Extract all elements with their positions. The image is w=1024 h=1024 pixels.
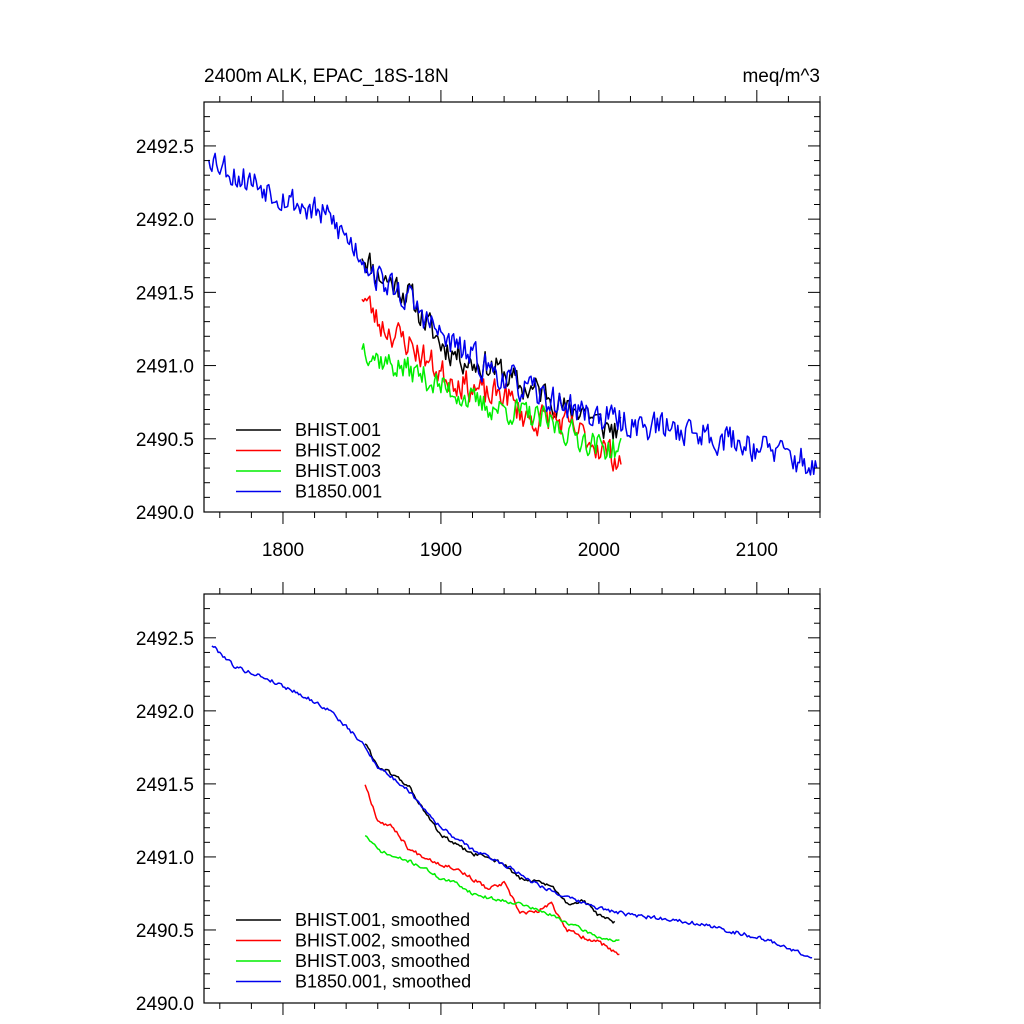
series-line-bhist-002 — [361, 295, 622, 472]
series-line-bhist-002 — [364, 784, 620, 956]
x-tick-label: 2000 — [578, 540, 620, 561]
series-line-bhist-003 — [364, 835, 620, 943]
legend-label: B1850.001, smoothed — [295, 972, 471, 992]
y-tick-label: 2491.5 — [136, 283, 194, 304]
series-line-bhist-003 — [361, 343, 622, 460]
series-line-b1850-001 — [211, 645, 813, 959]
series-line-bhist-001 — [361, 252, 622, 440]
y-tick-label: 2490.5 — [136, 430, 194, 451]
top-panel-title: 2400m ALK, EPAC_18S-18N — [204, 66, 449, 87]
y-tick-label: 2491.5 — [136, 775, 194, 796]
legend-label: BHIST.003 — [295, 461, 381, 481]
x-tick-label: 2100 — [736, 540, 778, 561]
y-tick-label: 2491.0 — [136, 357, 194, 378]
legend-label: BHIST.001, smoothed — [295, 910, 470, 930]
legend-label: BHIST.002 — [295, 441, 381, 461]
top-panel: 2400m ALK, EPAC_18S-18N meq/m^3 2490.0 24… — [136, 66, 821, 561]
y-tick-label: 2491.0 — [136, 848, 194, 869]
legend-label: B1850.001 — [295, 482, 382, 502]
y-tick-label: 2492.5 — [136, 629, 194, 650]
data-lines — [211, 645, 813, 959]
y-tick-label: 2492.5 — [136, 137, 194, 158]
y-tick-label: 2492.0 — [136, 210, 194, 231]
y-tick-label: 2490.0 — [136, 994, 194, 1015]
y-tick-label: 2490.5 — [136, 921, 194, 942]
legend-label: BHIST.001 — [295, 420, 381, 440]
y-tick-label: 2490.0 — [136, 503, 194, 524]
legend-label: BHIST.003, smoothed — [295, 951, 470, 971]
y-tick-label: 2492.0 — [136, 702, 194, 723]
legend-label: BHIST.002, smoothed — [295, 931, 470, 951]
series-line-bhist-001 — [364, 743, 616, 924]
top-panel-units: meq/m^3 — [742, 66, 820, 87]
series-line-b1850-001 — [207, 152, 818, 476]
x-tick-label: 1900 — [420, 540, 462, 561]
data-lines — [207, 152, 818, 476]
bottom-panel: 2490.0 2490.5 2491.0 2491.5 2492.0 2492.5 BHIS… — [136, 582, 821, 1015]
x-tick-label: 1800 — [262, 540, 304, 561]
